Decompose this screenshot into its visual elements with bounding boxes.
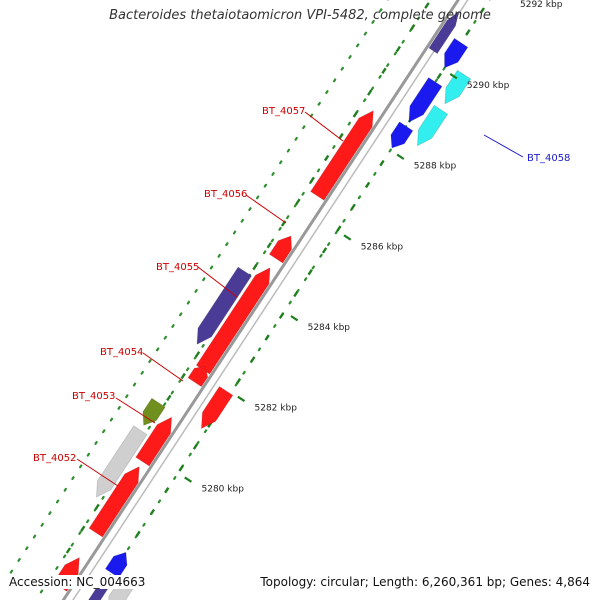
minor-tick-mark (379, 159, 385, 167)
gene-arrow-cyan (444, 69, 472, 105)
minor-tick-mark (307, 269, 313, 276)
minor-tick-mark (164, 487, 170, 494)
minor-tick-mark (166, 394, 172, 402)
minor-tick-mark (293, 290, 299, 298)
gene-label-leader (197, 266, 238, 298)
gene-label-bt-4054: BT_4054 (100, 347, 143, 358)
minor-tick-mark (192, 443, 199, 450)
accession-text: Accession: NC_004663 (7, 575, 148, 589)
minor-tick-mark (350, 203, 356, 210)
gene-arrow-red (268, 235, 293, 264)
genome-backbone (61, 0, 469, 600)
minor-tick-mark (309, 176, 315, 183)
gene-arrow-blue (444, 37, 469, 69)
minor-tick-mark (338, 133, 344, 140)
minor-tick-mark (135, 530, 141, 537)
gene-arrow-cyan (416, 104, 449, 147)
scale-ticks: 5280 kbp 5282 kbp 5284 kbp 5286 kbp 5288 kbp… (184, 0, 563, 494)
scale-tick-label: 5292 kbp (520, 0, 563, 10)
minor-tick-mark (194, 351, 201, 358)
minor-tick-mark (364, 181, 371, 189)
scale-tick-label: 5288 kbp (414, 162, 457, 172)
minor-tick-mark (94, 503, 100, 511)
minor-tick-mark (424, 2, 430, 9)
gene-arrow-red (200, 385, 234, 430)
minor-tick-mark (278, 312, 285, 319)
minor-tick-mark (178, 465, 184, 472)
gene-arrow-red (135, 416, 173, 467)
gene-arrow-red (187, 365, 209, 388)
gene-arrow-gray (95, 425, 148, 498)
minor-tick-mark (250, 356, 256, 363)
scale-tick-label: 5280 kbp (202, 484, 245, 494)
gene-arrow-navy (428, 10, 460, 55)
minor-tick-mark (336, 225, 342, 232)
minor-tick-mark (321, 247, 328, 254)
dotted-line-2 (9, 0, 389, 574)
gene-label-leader (142, 352, 184, 382)
scale-tick-label: 5284 kbp (308, 323, 351, 333)
minor-tick-mark (410, 24, 416, 31)
feature-tracks (52, 10, 472, 600)
scale-tick-label: 5282 kbp (255, 404, 298, 414)
backbone-line-1 (61, 0, 460, 600)
minor-tick-mark (149, 508, 156, 516)
gene-label-leader (115, 397, 156, 424)
minor-tick-mark (479, 7, 485, 14)
minor-tick-mark (295, 198, 301, 205)
gene-arrow-olive (142, 397, 166, 426)
gene-arrow-red (88, 465, 140, 538)
gene-label-leader (483, 134, 524, 158)
gene-arrow-red (310, 110, 374, 201)
scale-tick-mark (343, 234, 352, 241)
scale-tick-mark (396, 153, 405, 160)
gene-label-bt-4056: BT_4056 (204, 189, 247, 200)
gene-arrow-blue (408, 77, 443, 123)
scale-tick-label: 5290 kbp (467, 81, 510, 91)
gene-label-bt-4057: BT_4057 (262, 106, 305, 117)
gene-label-leader (76, 458, 119, 487)
scale-tick-mark (237, 395, 246, 403)
scale-tick-mark (449, 72, 458, 80)
minor-tick-mark (80, 525, 86, 532)
minor-tick-mark (252, 263, 258, 271)
minor-tick-mark (180, 372, 186, 380)
gene-arrow-navy (196, 266, 253, 345)
scale-tick-label: 5286 kbp (361, 242, 404, 252)
minor-tick-mark (264, 334, 270, 341)
gene-arrow-blue (390, 121, 414, 149)
gene-arrow-blue (104, 551, 128, 579)
scale-tick-mark (184, 476, 193, 483)
scale-tick-mark (290, 315, 299, 322)
gene-arrow-red (195, 267, 271, 375)
minor-tick-mark (352, 111, 358, 118)
genome-summary-text: Topology: circular; Length: 6,260,361 bp… (258, 575, 592, 589)
minor-tick-mark (465, 29, 471, 36)
gene-label-bt-4052: BT_4052 (33, 453, 76, 464)
minor-tick-mark (367, 89, 373, 96)
minor-tick-mark (65, 547, 72, 554)
minor-tick-mark (436, 72, 442, 80)
gene-label-bt-4058: BT_4058 (527, 153, 570, 164)
minor-tick-mark (235, 378, 242, 385)
gene-label-leader (304, 111, 344, 142)
gene-label-leader (245, 194, 287, 224)
gene-labels: BT_4052 BT_4053 BT_4054 BT_4055 BT_4056 BT_40… (33, 106, 570, 487)
backbone-line-2 (72, 0, 469, 600)
gene-label-bt-4055: BT_4055 (156, 262, 199, 273)
minor-tick-mark (381, 67, 387, 74)
minor-tick-mark (323, 154, 330, 162)
map-title: Bacteroides thetaiotaomicron VPI-5482, c… (109, 8, 491, 23)
minor-tick-mark (395, 45, 402, 53)
gene-label-bt-4053: BT_4053 (72, 391, 115, 402)
minor-tick-mark (266, 242, 272, 249)
dotted-line-3 (93, 0, 491, 600)
